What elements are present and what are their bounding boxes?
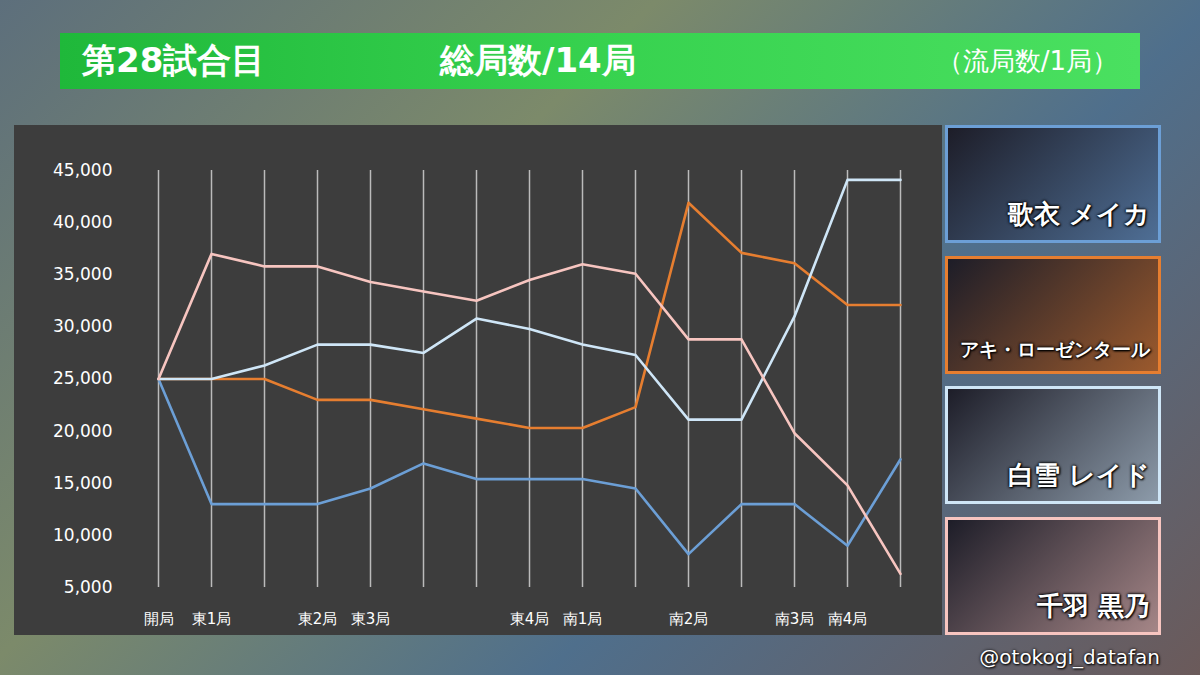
svg-text:開局: 開局 (144, 610, 174, 628)
html-text:白雪 レイド: 白雪 レイド (1007, 460, 1150, 491)
svg-text:東2局: 東2局 (298, 610, 338, 628)
html-text:歌衣 メイカ: 歌衣 メイカ (1007, 199, 1150, 229)
svg-text:15,000: 15,000 (53, 473, 112, 493)
svg-text:35,000: 35,000 (53, 264, 112, 284)
html-text:千羽 黒乃: 千羽 黒乃 (1036, 591, 1150, 621)
html-text:総局数/14局: 総局数/14局 (440, 40, 636, 80)
html-text:第28試合目: 第28試合目 (82, 40, 266, 80)
svg-text:南1局: 南1局 (563, 610, 603, 628)
svg-text:東4局: 東4局 (510, 610, 550, 628)
svg-text:10,000: 10,000 (53, 525, 112, 545)
svg-text:20,000: 20,000 (53, 421, 112, 441)
svg-text:南2局: 南2局 (669, 610, 709, 628)
html-text:アキ・ローゼンタール: アキ・ローゼンタール (960, 337, 1150, 360)
svg-text:南4局: 南4局 (828, 610, 868, 628)
svg-text:東3局: 東3局 (351, 610, 391, 628)
svg-text:30,000: 30,000 (53, 316, 112, 336)
svg-text:40,000: 40,000 (53, 212, 112, 232)
svg-text:25,000: 25,000 (53, 368, 112, 388)
svg-text:東1局: 東1局 (192, 610, 232, 628)
html-text:@otokogi_datafan: @otokogi_datafan (979, 645, 1160, 669)
html-text:（流局数/1局）: （流局数/1局） (936, 45, 1118, 76)
svg-text:5,000: 5,000 (64, 577, 113, 597)
svg-text:南3局: 南3局 (775, 610, 815, 628)
svg-text:45,000: 45,000 (53, 160, 112, 180)
